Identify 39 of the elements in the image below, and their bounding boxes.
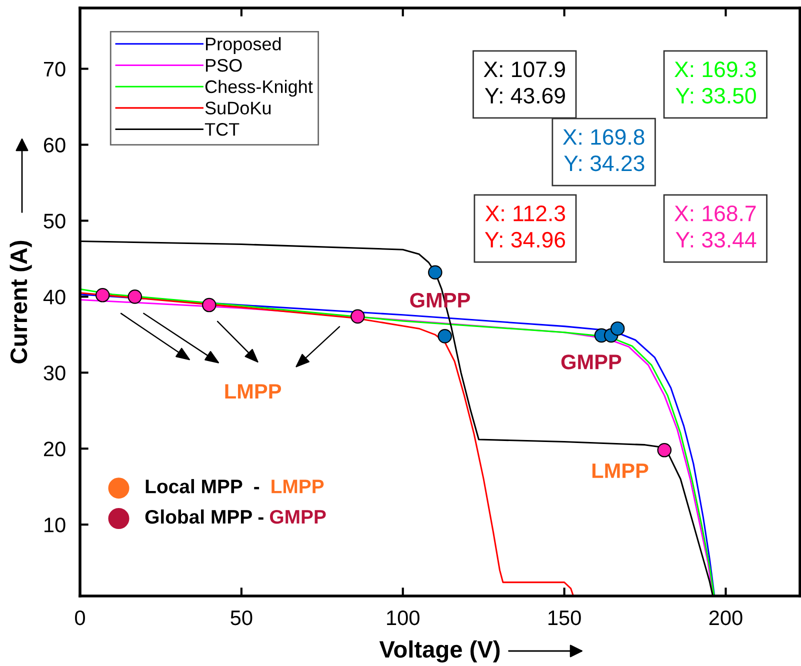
y-axis-title: Current (A) xyxy=(10,240,32,364)
point xyxy=(128,290,142,304)
annotation: X: 169.8 Y: 34.23 xyxy=(562,129,644,172)
annotation: LMPP xyxy=(272,480,324,494)
annotation: Local MPP - xyxy=(146,479,260,494)
x-tick-label: 50 xyxy=(230,610,252,626)
annotation: X: 107.9 Y: 43.69 xyxy=(484,61,565,104)
annotation: LMPP xyxy=(225,384,282,399)
annotation: X: 169.3 Y: 33.50 xyxy=(674,61,756,104)
legend-label: SuDoKu xyxy=(205,102,271,114)
legend-label: Proposed xyxy=(206,37,281,54)
y-tick-label: 10 xyxy=(44,518,66,532)
legend-label: PSO xyxy=(206,58,242,72)
y-tick-label: 20 xyxy=(44,442,66,456)
annotation: GMPP xyxy=(270,510,326,524)
y-tick-label: 60 xyxy=(44,138,66,152)
point xyxy=(610,321,625,336)
point xyxy=(202,298,216,312)
y-tick-label: 50 xyxy=(44,214,66,228)
annotation: Global MPP - xyxy=(145,509,264,524)
annotation: GMPP xyxy=(561,354,622,370)
x-axis-title: Voltage (V) xyxy=(379,640,500,663)
legend-label: Chess-Knight xyxy=(205,80,313,97)
point xyxy=(438,329,452,344)
annotation: X: 168.7 Y: 33.44 xyxy=(674,206,756,248)
y-tick-label: 40 xyxy=(43,290,66,304)
point xyxy=(657,442,672,458)
x-tick-label: 100 xyxy=(387,610,420,626)
annotation: LMPP xyxy=(592,464,648,478)
legend-label: TCT xyxy=(204,123,240,136)
x-tick-label: 150 xyxy=(548,610,581,626)
point xyxy=(95,288,110,302)
point xyxy=(428,265,442,280)
y-tick-label: 30 xyxy=(44,366,66,380)
x-tick-label: 0 xyxy=(75,610,85,626)
y-tick-label: 70 xyxy=(44,62,66,77)
x-tick-label: 200 xyxy=(709,610,742,626)
point xyxy=(350,309,365,324)
annotation: X: 112.3 Y: 34.96 xyxy=(484,206,566,248)
